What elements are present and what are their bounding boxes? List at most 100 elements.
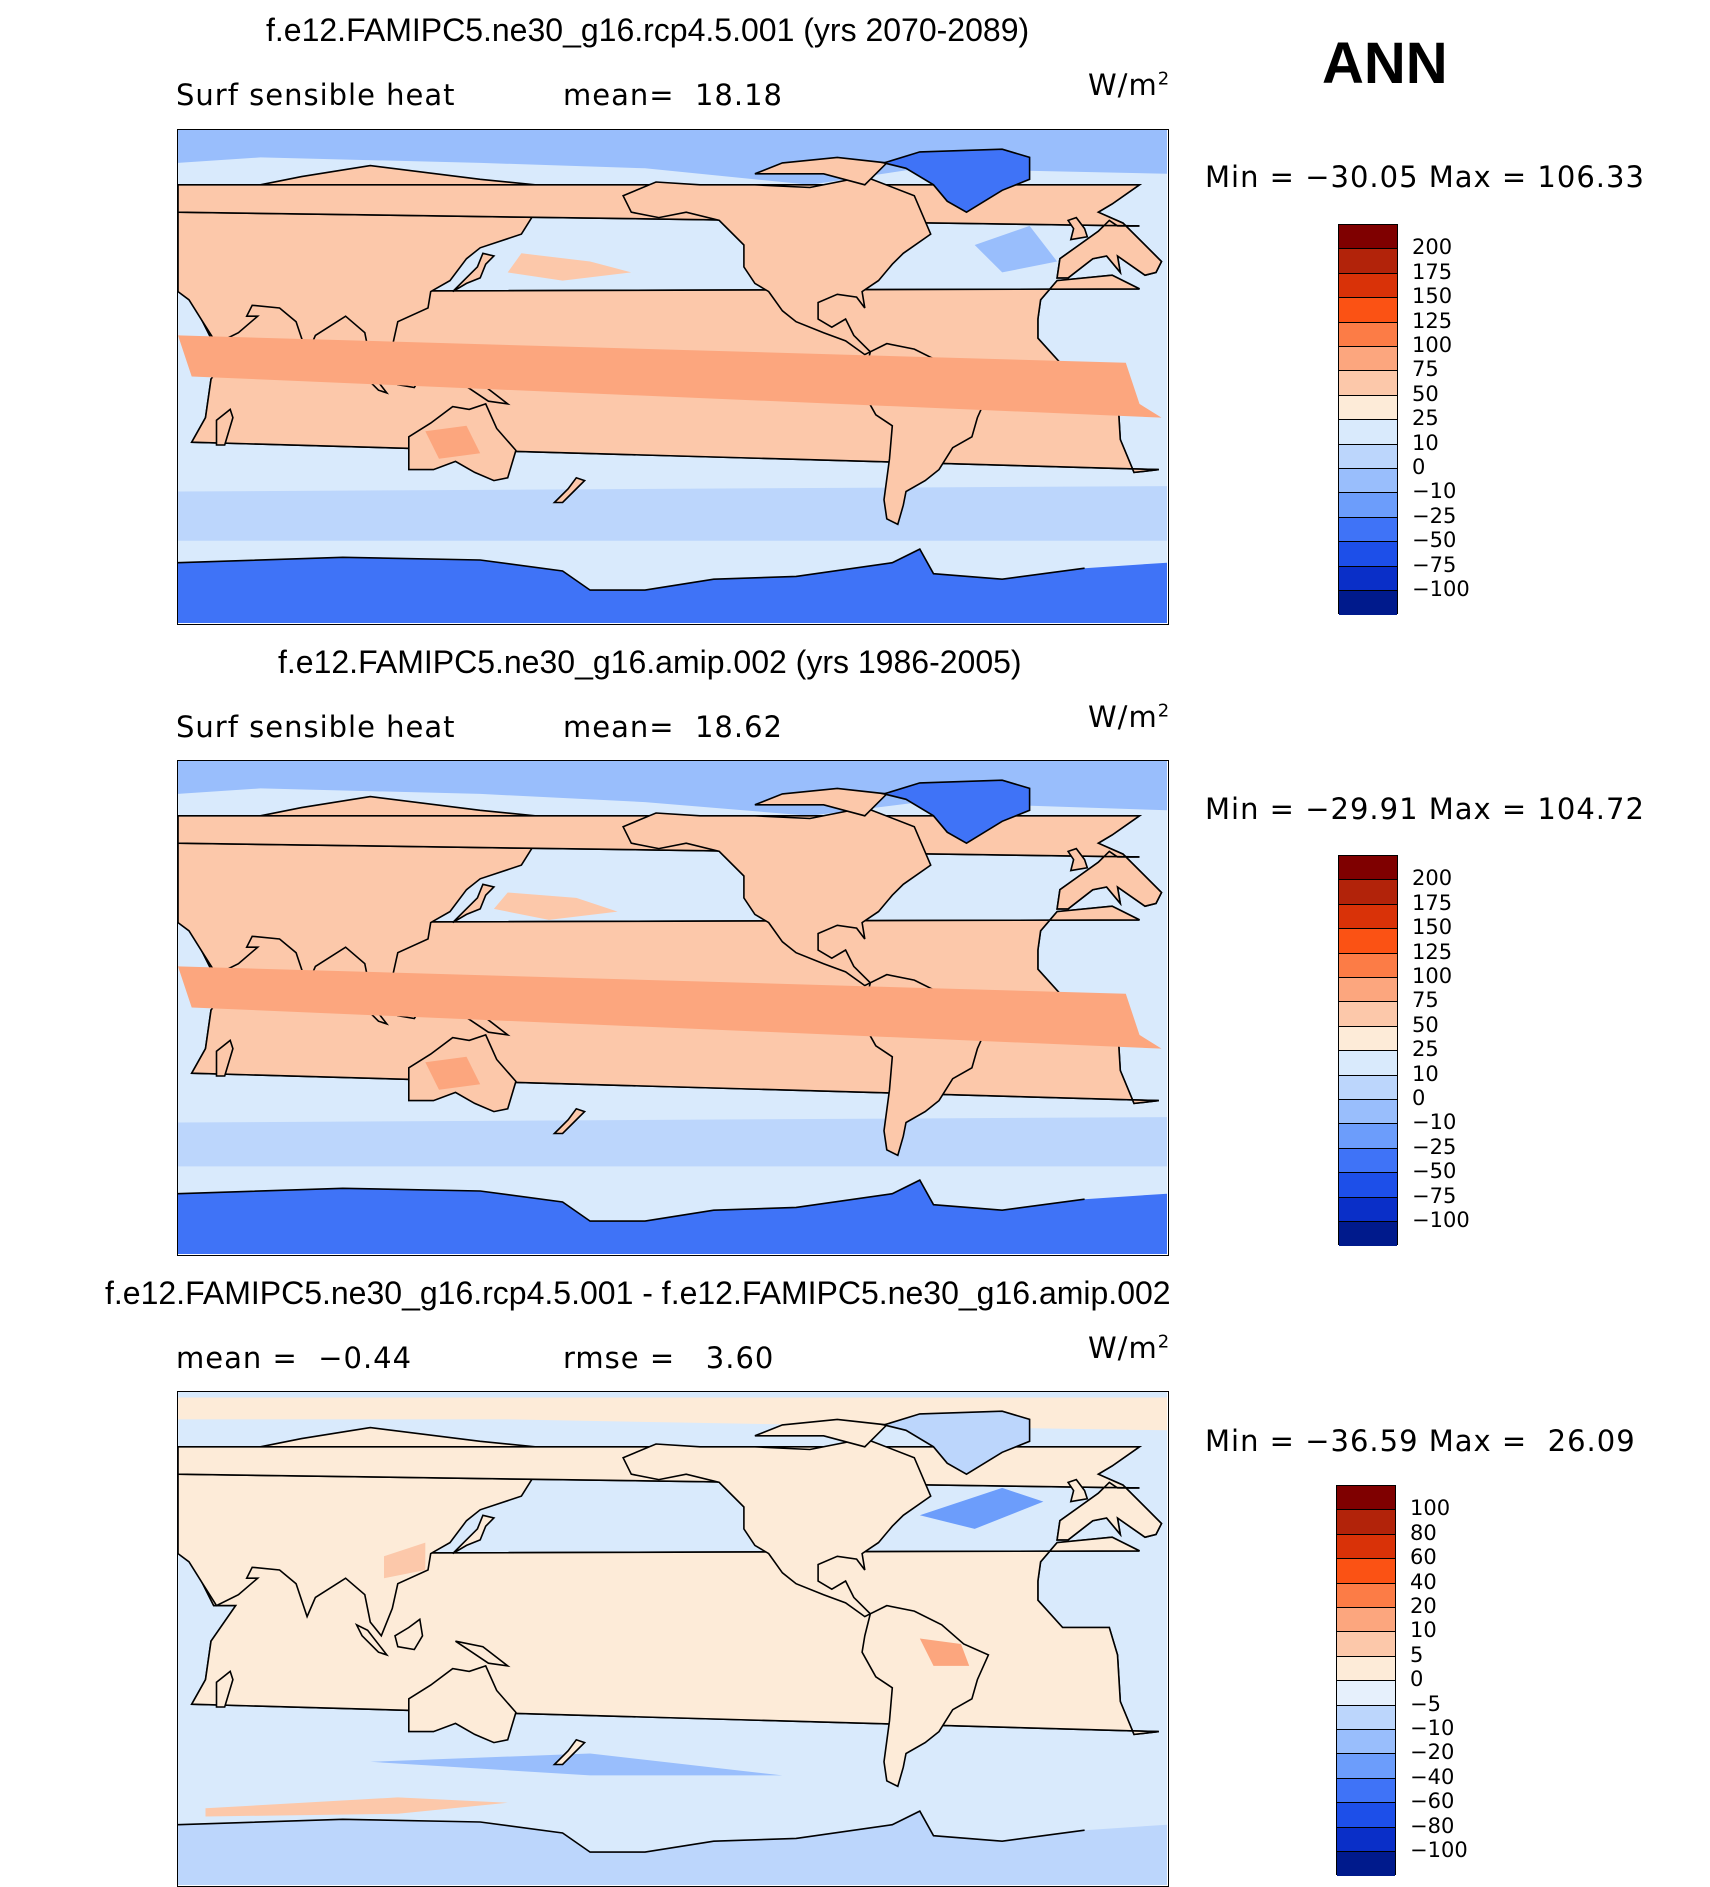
panel-3-unit: W/m2 — [1088, 1331, 1171, 1365]
antarctica-coastline — [178, 1810, 1085, 1853]
colorbar-tick-label: 10 — [1412, 1061, 1439, 1086]
colorbar-swatch — [1339, 444, 1397, 469]
colorbar-tick-label: −10 — [1412, 1110, 1457, 1135]
colorbar-tick-label: −100 — [1410, 1838, 1468, 1862]
colorbar-tick-label: 25 — [1412, 1037, 1439, 1062]
land-hot-patch — [178, 335, 1162, 418]
colorbar-swatch — [1339, 1051, 1397, 1076]
colorbar-tick-label: 0 — [1410, 1667, 1424, 1692]
land-sumatra — [354, 1623, 390, 1657]
land-warm-patch — [384, 1542, 426, 1579]
value-patch — [178, 486, 1167, 541]
colorbar-swatch — [1339, 542, 1397, 567]
colorbar-tick-label: −10 — [1412, 479, 1457, 504]
colorbar-tick-label: 60 — [1410, 1545, 1437, 1570]
land-japan — [452, 1514, 496, 1555]
colorbar-tick-label: 125 — [1412, 308, 1453, 333]
value-patch — [493, 892, 618, 920]
colorbar-tick-label: 200 — [1412, 235, 1453, 260]
land-madagascar — [215, 408, 234, 446]
antarctica-coastline — [178, 1179, 1085, 1222]
colorbar-tick-label: −25 — [1412, 503, 1457, 528]
land-newguinea — [455, 1640, 511, 1668]
panel-1-mean: mean= 18.18 — [563, 78, 783, 112]
panel-2-unit: W/m2 — [1088, 700, 1171, 734]
colorbar-tick-label: −100 — [1412, 577, 1470, 601]
value-patch — [205, 1797, 508, 1817]
colorbar-tick-label: −25 — [1412, 1134, 1457, 1159]
land-namerica — [622, 175, 932, 356]
colorbar-swatch — [1339, 880, 1397, 905]
colorbar-tick-label: 25 — [1412, 406, 1439, 431]
land-nz — [552, 1107, 587, 1135]
colorbar-tick-label: 75 — [1412, 357, 1439, 382]
colorbar-swatch — [1337, 1534, 1395, 1560]
colorbar-tick-label: 100 — [1412, 964, 1453, 988]
colorbar-tick-label: 50 — [1412, 1012, 1439, 1037]
land-japan — [452, 252, 496, 293]
colorbar-swatch — [1337, 1632, 1395, 1657]
panel-2-map — [177, 760, 1169, 1256]
colorbar-tick-label: 40 — [1410, 1569, 1437, 1594]
value-patch — [178, 130, 1167, 185]
panel-2-title: f.e12.FAMIPC5.ne30_g16.amip.002 (yrs 198… — [278, 644, 1022, 680]
panel-3-title: f.e12.FAMIPC5.ne30_g16.rcp4.5.001 - f.e1… — [105, 1275, 1171, 1311]
colorbar-tick-label: −20 — [1410, 1740, 1455, 1765]
panel-3-map-field — [178, 1392, 1167, 1885]
colorbar-swatch — [1337, 1486, 1395, 1511]
land-japan — [452, 883, 496, 924]
colorbar-swatch — [1339, 1002, 1397, 1027]
colorbar-tick-label: 10 — [1412, 430, 1439, 455]
colorbar-swatch — [1339, 904, 1397, 930]
colorbar-tick-label: 0 — [1412, 1086, 1426, 1110]
colorbar-tick-label: −75 — [1412, 1183, 1457, 1208]
land-hot-patch — [919, 1638, 970, 1666]
colorbar-swatch — [1339, 517, 1397, 543]
colorbar-tick-label: 75 — [1412, 988, 1439, 1013]
colorbar-tick-label: −10 — [1410, 1716, 1455, 1740]
colorbar-tick-label: 10 — [1410, 1618, 1437, 1643]
colorbar-swatch — [1337, 1705, 1395, 1730]
panel-1-unit: W/m2 — [1088, 68, 1171, 102]
land-greenland — [880, 1410, 1031, 1476]
colorbar-tick-label: 150 — [1412, 284, 1453, 309]
colorbar-tick-label: 125 — [1412, 939, 1453, 964]
colorbar-tick-label: −80 — [1410, 1813, 1455, 1838]
colorbar-swatch — [1339, 1148, 1397, 1174]
colorbar-swatch — [1339, 298, 1397, 323]
season-label: ANN — [1322, 31, 1448, 96]
value-patch — [370, 1753, 783, 1776]
colorbar-swatch — [1339, 1173, 1397, 1198]
colorbar-swatch — [1339, 249, 1397, 274]
panel-3-rmse: rmse = 3.60 — [563, 1341, 775, 1375]
colorbar-swatch — [1339, 225, 1397, 250]
colorbar-tick-label: 20 — [1410, 1594, 1437, 1618]
panel-2-variable-label: Surf sensible heat — [176, 710, 456, 744]
colorbar-swatch — [1339, 566, 1397, 591]
colorbar-swatch — [1339, 591, 1397, 616]
panel-1-title: f.e12.FAMIPC5.ne30_g16.rcp4.5.001 (yrs 2… — [266, 12, 1030, 48]
colorbar-swatch — [1339, 273, 1397, 299]
panel-2-min-max: Min = −29.91 Max = 104.72 — [1205, 792, 1645, 826]
panel-3-min-max: Min = −36.59 Max = 26.09 — [1205, 1424, 1636, 1458]
panel-1-variable-label: Surf sensible heat — [176, 78, 456, 112]
colorbar-swatch — [1339, 978, 1397, 1003]
colorbar-swatch — [1339, 322, 1397, 347]
colorbar-tick-label: −60 — [1410, 1789, 1455, 1814]
colorbar-tick-label: −5 — [1410, 1691, 1441, 1716]
colorbar-swatch — [1339, 953, 1397, 978]
land-uk — [1066, 216, 1089, 241]
value-patch — [919, 1487, 1044, 1529]
colorbar-swatch — [1339, 371, 1397, 396]
colorbar-swatch — [1337, 1827, 1395, 1852]
land-hot-patch — [425, 1056, 481, 1090]
colorbar-swatch — [1337, 1803, 1395, 1828]
land-nz — [552, 476, 587, 504]
colorbar-swatches — [1338, 224, 1398, 616]
colorbar-swatch — [1339, 420, 1397, 445]
colorbar-tick-label: 175 — [1412, 890, 1453, 915]
colorbar-tick-label: 0 — [1412, 455, 1426, 479]
colorbar-swatch — [1337, 1681, 1395, 1706]
colorbar-swatch — [1337, 1559, 1395, 1584]
panel-1-map-field — [178, 130, 1167, 623]
